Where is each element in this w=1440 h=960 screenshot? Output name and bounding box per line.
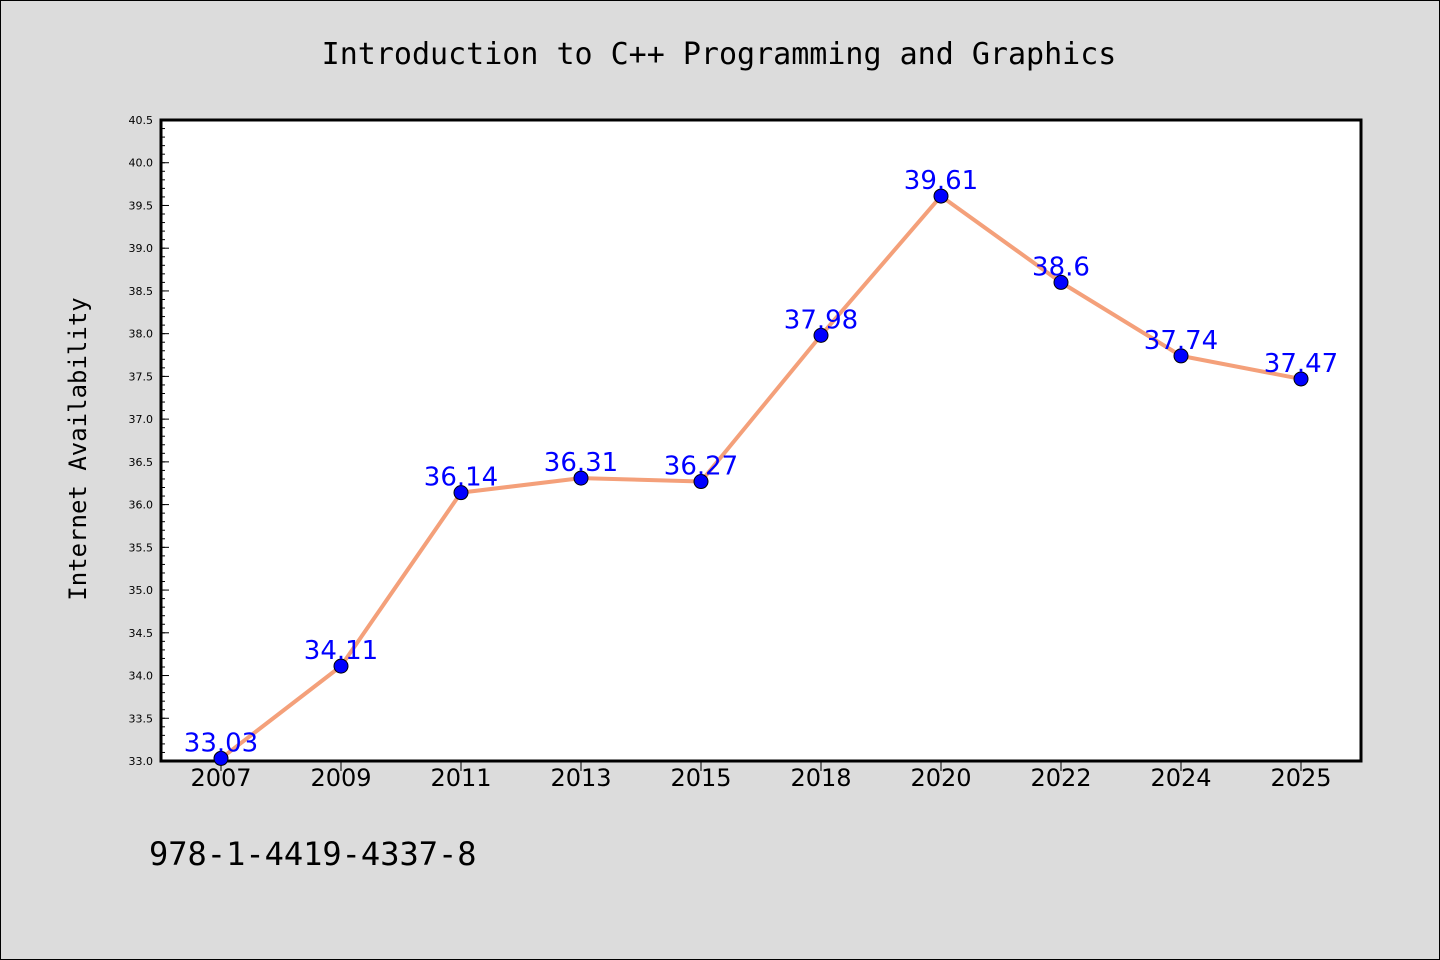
y-tick-label: 37.5 [129,370,154,383]
y-tick-label: 40.0 [129,157,154,170]
isbn-annotation: 978-1-4419-4337-8 [149,835,477,873]
data-label: 37.98 [784,305,858,335]
x-tick-label: 2015 [670,764,731,792]
data-label: 38.6 [1032,252,1090,282]
y-tick-label: 34.0 [129,670,154,683]
series-line [219,194,1303,761]
y-tick-label: 33.5 [129,712,154,725]
data-label: 36.27 [664,452,738,482]
data-point [573,470,589,486]
data-labels: 33.03 34.11 36.14 36.31 36.27 37.98 39.61 38.6 3… [184,166,1338,758]
x-tick-label: 2013 [550,764,611,792]
y-tick-label: 39.5 [129,199,154,212]
axis-ticks: 33.0 33.5 34.0 34.5 35.0 35.5 36.0 36.5 37.0 37.5… [129,114,1332,792]
data-point [813,327,829,343]
data-label: 37.47 [1264,349,1338,379]
y-tick-label: 38.0 [129,328,154,341]
y-tick-label: 35.0 [129,584,154,597]
data-label: 37.74 [1144,326,1218,356]
x-tick-label: 2011 [430,764,491,792]
y-tick-label: 36.0 [129,499,154,512]
y-tick-label: 40.5 [129,114,154,127]
series-layer [213,188,1309,766]
data-label: 39.61 [904,166,978,196]
chart-title: Introduction to C++ Programming and Grap… [322,37,1117,72]
x-tick-label: 2025 [1270,764,1331,792]
x-tick-label: 2009 [310,764,371,792]
y-tick-label: 38.5 [129,285,154,298]
data-label: 33.03 [184,728,258,758]
x-tick-label: 2007 [190,764,251,792]
y-tick-label: 35.5 [129,541,154,554]
y-tick-label: 36.5 [129,456,154,469]
y-tick-label: 39.0 [129,242,154,255]
data-point [453,485,469,501]
data-point [933,188,949,204]
x-tick-label: 2018 [790,764,851,792]
y-tick-label: 34.5 [129,627,154,640]
y-tick-label: 33.0 [129,755,154,768]
data-point [213,750,229,766]
data-point [1293,371,1309,387]
plot-area [159,118,1363,763]
y-tick-label: 37.0 [129,413,154,426]
data-label: 34.11 [304,636,378,666]
data-point [1053,274,1069,290]
data-label: 36.31 [544,448,618,478]
data-point [1173,348,1189,364]
x-tick-label: 2022 [1030,764,1091,792]
data-point [333,658,349,674]
data-label: 36.14 [424,463,498,493]
data-point [693,474,709,490]
y-axis-label: Internet Availability [64,297,92,600]
x-tick-label: 2020 [910,764,971,792]
x-tick-label: 2024 [1150,764,1211,792]
